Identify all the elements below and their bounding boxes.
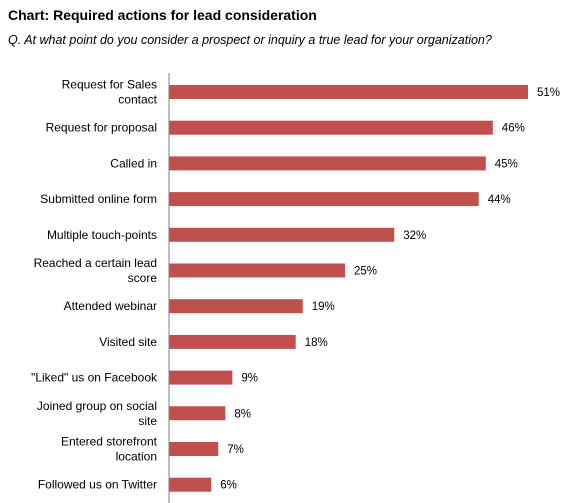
category-label: Followed us on Twitter [38,478,157,492]
bar [169,406,226,421]
value-label: 18% [305,337,328,349]
bar [169,299,303,314]
category-label: Called in [110,156,157,170]
category-label: Entered storefront location [61,435,158,464]
category-label-line: Reached a certain lead [34,256,157,270]
labels-layer: 51% Request for Sales contact 46% Request fo… [31,78,560,492]
category-label-line: contact [118,93,157,107]
bar [169,85,528,99]
category-label: Visited site [99,335,157,349]
value-label: 8% [234,408,251,420]
category-label-line: Multiple touch-points [47,228,157,242]
bar [169,370,233,385]
bars-layer [169,85,528,492]
category-label: Joined group on social site [37,399,157,428]
category-label: Reached a certain lead score [34,256,158,285]
category-label-line: "Liked" us on Facebook [31,371,158,385]
bar [169,477,212,492]
value-label: 7% [227,444,244,456]
value-label: 6% [220,480,237,492]
category-label: Request for proposal [46,121,157,135]
category-label-line: Request for Sales [62,78,157,92]
category-label: "Liked" us on Facebook [31,371,158,385]
chart-subtitle: Q. At what point do you consider a prosp… [8,33,492,47]
value-label: 19% [312,301,335,313]
category-label-line: Entered storefront [61,435,158,449]
category-label-line: site [138,414,157,428]
category-label: Submitted online form [40,192,157,206]
category-label: Request for Sales contact [62,78,158,107]
value-label: 32% [403,230,426,242]
bar [169,227,395,242]
value-label: 46% [502,123,525,135]
value-label: 9% [241,373,258,385]
category-label-line: Request for proposal [46,121,157,135]
bar [169,156,486,171]
category-label-line: Visited site [99,335,157,349]
value-label: 51% [537,87,560,99]
category-label-line: Called in [110,156,157,170]
category-label-line: Submitted online form [40,192,157,206]
bar [169,334,296,349]
category-label-line: Joined group on social [37,399,157,413]
category-label-line: Followed us on Twitter [38,478,157,492]
chart-title: Chart: Required actions for lead conside… [8,7,317,23]
value-label: 45% [495,158,518,170]
category-label-line: score [128,271,158,285]
value-label: 44% [488,194,511,206]
category-label: Multiple touch-points [47,228,157,242]
bar [169,442,219,456]
bar [169,263,345,278]
category-label-line: Attended webinar [64,299,157,313]
category-label-line: location [116,450,157,464]
value-label: 25% [354,266,377,278]
category-label: Attended webinar [64,299,157,313]
bar [169,120,493,135]
bar [169,192,479,207]
